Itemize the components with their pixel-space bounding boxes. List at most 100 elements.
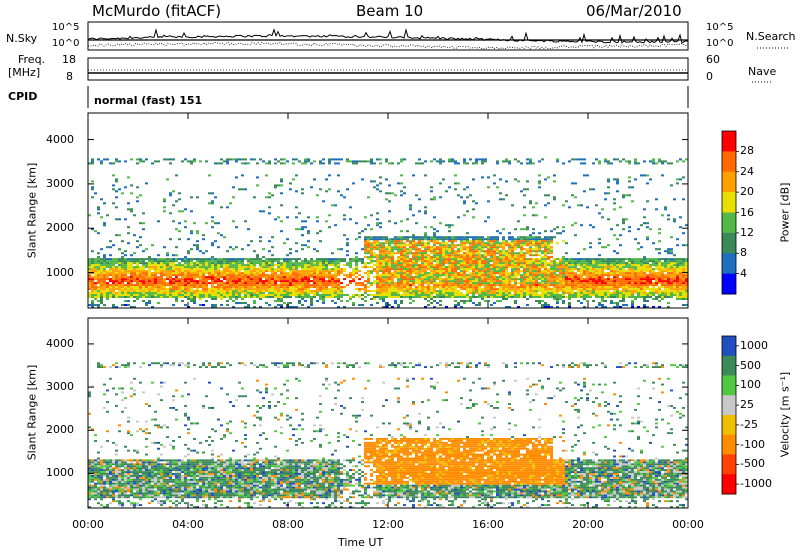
heatmap-cell — [400, 230, 403, 233]
heatmap-cell — [385, 238, 388, 241]
heatmap-cell — [526, 262, 529, 265]
heatmap-cell — [88, 268, 91, 271]
heatmap-cell — [268, 266, 271, 269]
heatmap-cell — [334, 284, 337, 287]
heatmap-cell — [538, 260, 541, 263]
heatmap-cell — [610, 302, 613, 304]
heatmap-cell — [628, 266, 631, 269]
heatmap-cell — [499, 250, 502, 253]
heatmap-cell — [169, 162, 172, 165]
heatmap-cell — [409, 292, 412, 294]
heatmap-cell — [145, 302, 148, 304]
heatmap-cell — [619, 264, 622, 267]
heatmap-cell — [97, 212, 100, 215]
heatmap-cell — [400, 236, 403, 239]
heatmap-cell — [244, 290, 247, 293]
heatmap-cell — [490, 288, 493, 291]
heatmap-cell — [274, 284, 277, 287]
heatmap-cell — [238, 274, 241, 277]
heatmap-cell — [115, 218, 118, 221]
heatmap-cell — [106, 296, 109, 298]
heatmap-cell — [541, 274, 544, 277]
heatmap-cell — [241, 266, 244, 269]
heatmap-cell — [490, 256, 493, 259]
heatmap-cell — [226, 288, 229, 291]
heatmap-cell — [205, 258, 208, 261]
heatmap-cell — [484, 264, 487, 267]
heatmap-cell — [418, 280, 421, 283]
heatmap-cell — [229, 276, 232, 279]
heatmap-cell — [604, 266, 607, 269]
heatmap-cell — [310, 280, 313, 283]
heatmap-cell — [622, 268, 625, 271]
heatmap-cell — [337, 294, 340, 296]
heatmap-cell — [481, 280, 484, 283]
heatmap-cell — [259, 240, 262, 243]
heatmap-cell — [382, 296, 385, 298]
heatmap-cell — [586, 174, 589, 177]
heatmap-cell — [202, 262, 205, 265]
heatmap-cell — [379, 268, 382, 271]
heatmap-cell — [262, 160, 265, 163]
heatmap-cell — [514, 158, 517, 161]
heatmap-cell — [457, 182, 460, 185]
heatmap-cell — [274, 300, 277, 302]
heatmap-cell — [403, 256, 406, 259]
heatmap-cell — [427, 238, 430, 241]
heatmap-cell — [457, 260, 460, 263]
heatmap-cell — [424, 290, 427, 293]
heatmap-cell — [253, 258, 256, 261]
heatmap-cell — [238, 188, 241, 191]
heatmap-cell — [133, 272, 136, 275]
heatmap-cell — [373, 162, 376, 165]
heatmap-cell — [103, 254, 106, 257]
heatmap-cell — [553, 298, 556, 300]
heatmap-cell — [583, 174, 586, 177]
heatmap-cell — [478, 236, 481, 239]
heatmap-cell — [493, 258, 496, 261]
heatmap-cell — [526, 226, 529, 229]
heatmap-cell — [541, 294, 544, 296]
heatmap-cell — [232, 220, 235, 223]
heatmap-cell — [562, 270, 565, 273]
heatmap-cell — [178, 284, 181, 287]
heatmap-cell — [256, 274, 259, 277]
heatmap-cell — [367, 258, 370, 261]
heatmap-cell — [604, 264, 607, 267]
heatmap-cell — [175, 274, 178, 277]
heatmap-cell — [175, 284, 178, 287]
heatmap-cell — [559, 284, 562, 287]
heatmap-cell — [487, 176, 490, 179]
heatmap-cell — [283, 294, 286, 296]
heatmap-cell — [172, 274, 175, 277]
heatmap-cell — [592, 280, 595, 283]
heatmap-cell — [412, 296, 415, 298]
heatmap-cell — [169, 258, 172, 261]
heatmap-cell — [589, 246, 592, 249]
heatmap-cell — [364, 246, 367, 249]
heatmap-cell — [271, 296, 274, 298]
heatmap-cell — [217, 222, 220, 225]
heatmap-cell — [385, 160, 388, 163]
heatmap-cell — [142, 268, 145, 271]
heatmap-cell — [232, 292, 235, 294]
heatmap-cell — [322, 266, 325, 269]
heatmap-cell — [295, 242, 298, 245]
heatmap-cell — [568, 306, 571, 308]
heatmap-cell — [553, 198, 556, 201]
heatmap-cell — [457, 258, 460, 261]
heatmap-cell — [478, 246, 481, 249]
heatmap-cell — [190, 162, 193, 165]
heatmap-cell — [421, 258, 424, 261]
heatmap-cell — [166, 272, 169, 275]
heatmap-cell — [244, 268, 247, 271]
heatmap-cell — [292, 292, 295, 294]
heatmap-cell — [280, 266, 283, 269]
heatmap-cell — [226, 266, 229, 269]
heatmap-cell — [265, 280, 268, 283]
heatmap-cell — [553, 262, 556, 265]
heatmap-cell — [499, 284, 502, 287]
heatmap-cell — [424, 282, 427, 285]
heatmap-cell — [355, 276, 358, 279]
heatmap-cell — [616, 296, 619, 298]
